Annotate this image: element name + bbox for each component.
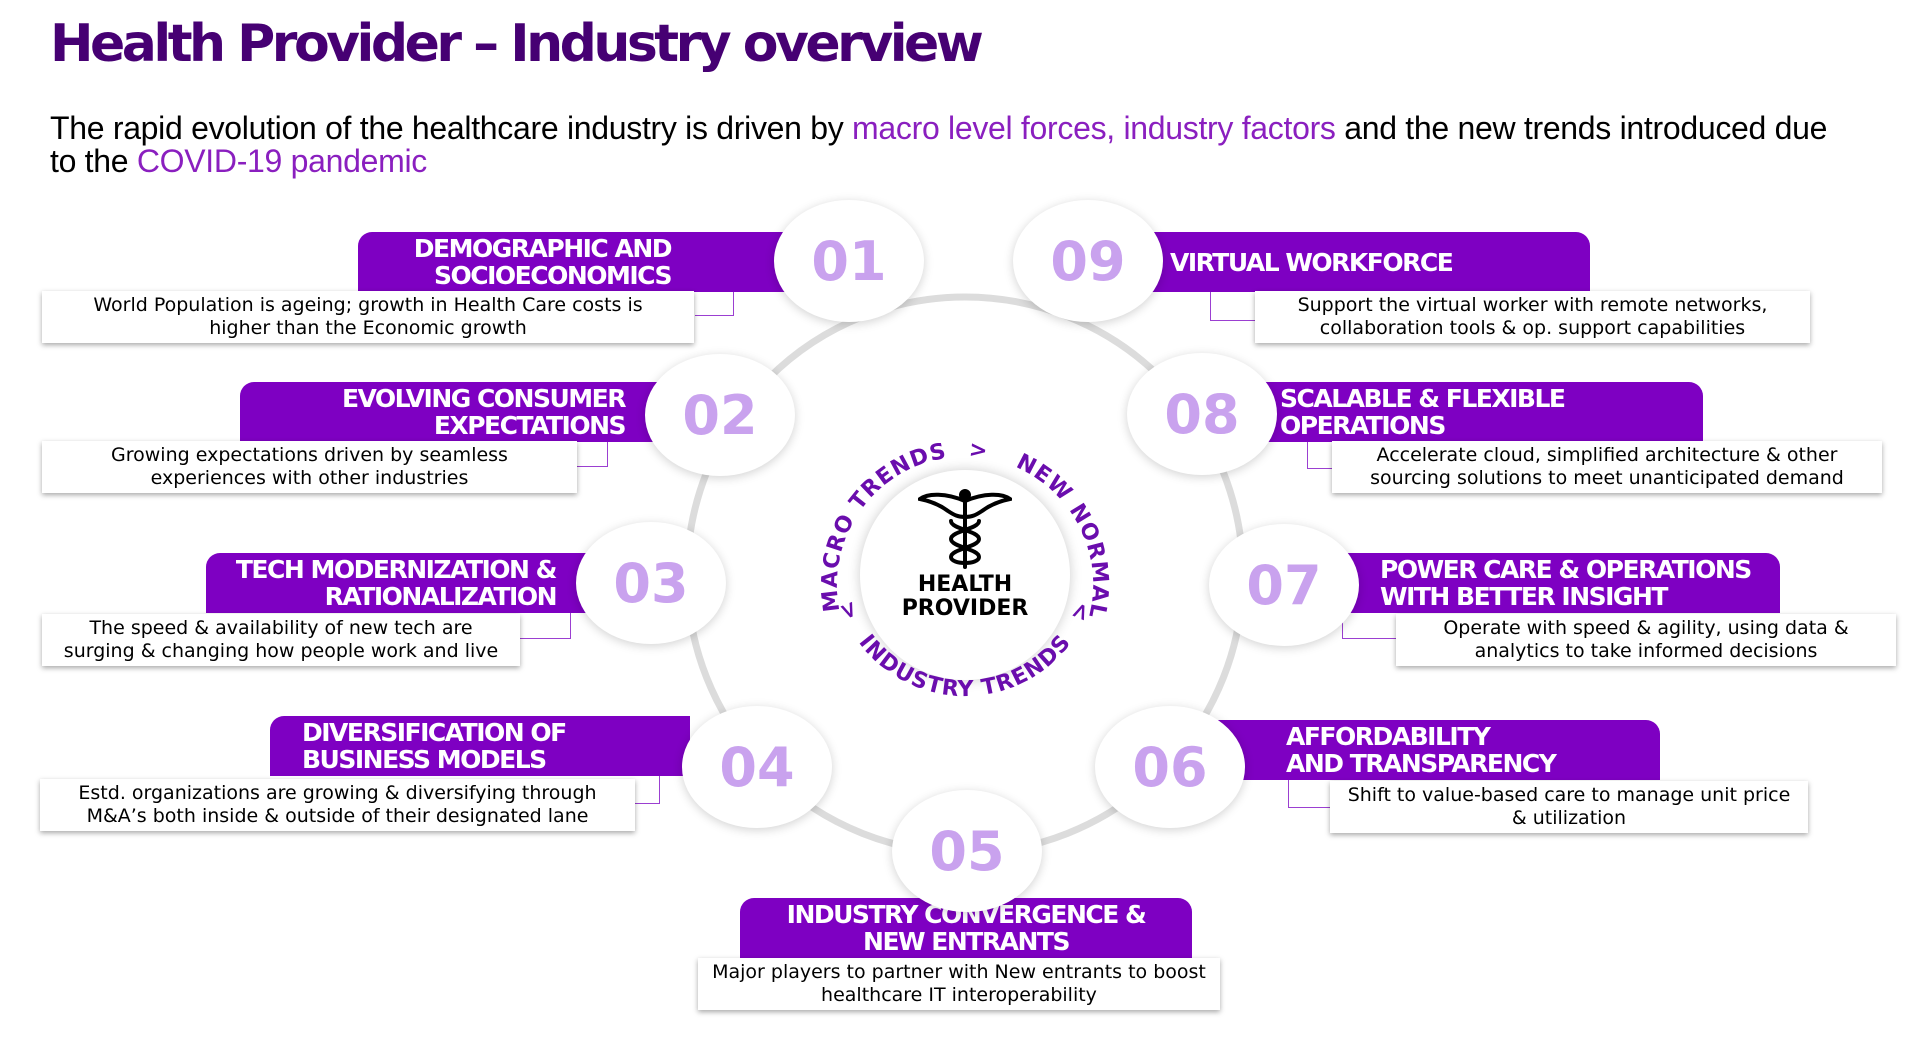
subtitle-text-2: and the new trends introduced due to the	[50, 110, 1828, 179]
tab-02-title-line2: EXPECTATIONS	[433, 411, 627, 440]
description-09-line1: Support the virtual worker with remote n…	[1297, 294, 1768, 316]
subtitle-text-1: The rapid evolution of the healthcare in…	[50, 110, 853, 146]
circle-05: 05	[892, 790, 1042, 912]
description-02-line1: Growing expectations driven by seamless	[111, 444, 508, 466]
tab-07-title-line1: POWER CARE & OPERATIONS	[1380, 555, 1752, 584]
tab-04-title-line2: BUSINESS MODELS	[302, 745, 547, 774]
tab-01-title-line2: SOCIOECONOMICS	[433, 261, 673, 290]
connector-01	[695, 285, 734, 316]
description-09: Support the virtual worker with remote n…	[1255, 291, 1810, 343]
circle-06: 06	[1095, 706, 1245, 828]
tab-09: VIRTUAL WORKFORCE	[1145, 232, 1590, 292]
description-03-line1: The speed & availability of new tech are	[89, 617, 473, 639]
page-title: Health Provider – Industry overview	[50, 14, 984, 74]
description-01: World Population is ageing; growth in He…	[42, 291, 694, 343]
connector-02	[577, 438, 608, 467]
svg-text:> INDUSTRY TRENDS: > INDUSTRY TRENDS >	[833, 598, 1096, 703]
description-08-line2: sourcing solutions to meet unanticipated…	[1370, 467, 1844, 489]
tab-03-title-line1: TECH MODERNIZATION &	[235, 555, 558, 584]
connector-03	[520, 610, 571, 639]
arc-industry-trends: INDUSTRY TRENDS	[854, 630, 1077, 702]
circle-01: 01	[774, 200, 924, 322]
description-03-line2: surging & changing how people work and l…	[63, 640, 499, 662]
tab-06-title-line1: AFFORDABILITY	[1286, 722, 1491, 751]
subtitle-highlight-1: macro level forces, industry factors	[852, 110, 1336, 146]
tab-04-title-line1: DIVERSIFICATION OF	[302, 718, 567, 747]
connector-04	[635, 775, 660, 804]
arc-macro-trends: MACRO TRENDS	[818, 439, 949, 613]
description-06: Shift to value-based care to manage unit…	[1330, 781, 1808, 833]
tab-04: DIVERSIFICATION OF BUSINESS MODELS	[270, 716, 690, 776]
description-04: Estd. organizations are growing & divers…	[40, 779, 635, 831]
tab-02-title-line1: EVOLVING CONSUMER	[341, 384, 627, 413]
circle-02: 02	[645, 354, 795, 476]
tab-03-title-line2: RATIONALIZATION	[324, 582, 558, 611]
description-05-line2: healthcare IT interoperability	[821, 984, 1097, 1006]
description-07-line2: analytics to take informed decisions	[1474, 640, 1818, 662]
tab-06: AFFORDABILITY AND TRANSPARENCY	[1218, 720, 1660, 780]
description-07: Operate with speed & agility, using data…	[1396, 614, 1896, 666]
tab-05-title-line2: NEW ENTRANTS	[863, 927, 1070, 956]
center-label-line2: PROVIDER	[901, 596, 1029, 621]
circle-08: 08	[1127, 353, 1277, 475]
tab-01: DEMOGRAPHIC AND SOCIOECONOMICS	[358, 232, 788, 292]
connector-07	[1342, 608, 1398, 639]
connector-08	[1307, 438, 1333, 469]
description-07-line1: Operate with speed & agility, using data…	[1443, 617, 1849, 639]
tab-08-title-line2: OPERATIONS	[1280, 411, 1446, 440]
tab-06-title-line2: AND TRANSPARENCY	[1286, 749, 1557, 778]
tab-01-title-line1: DEMOGRAPHIC AND	[413, 234, 673, 263]
description-06-line1: Shift to value-based care to manage unit…	[1347, 784, 1791, 806]
caduceus-icon	[918, 489, 1012, 569]
center-label-line1: HEALTH	[917, 572, 1013, 597]
description-03: The speed & availability of new tech are…	[42, 614, 520, 666]
arc-new-normal-trends: NEW NORMAL TRENDS	[0, 0, 1112, 621]
description-01-line1: World Population is ageing; growth in He…	[93, 294, 643, 316]
description-04-line2: M&A’s both inside & outside of their des…	[86, 805, 589, 827]
connector-09	[1210, 290, 1256, 321]
description-08-line1: Accelerate cloud, simplified architectur…	[1376, 444, 1838, 466]
description-04-line1: Estd. organizations are growing & divers…	[78, 782, 597, 804]
tab-08: SCALABLE & FLEXIBLE OPERATIONS	[1255, 382, 1703, 442]
tab-09-title-line1: VIRTUAL WORKFORCE	[1170, 247, 1454, 277]
description-08: Accelerate cloud, simplified architectur…	[1332, 441, 1882, 493]
svg-text:MACRO TRENDS > NEW: MACRO TRENDS > NEW NORMAL TRENDS	[0, 0, 1112, 621]
connector-06	[1288, 775, 1334, 808]
description-09-line2: collaboration tools & op. support capabi…	[1319, 317, 1746, 339]
center-label: HEALTH PROVIDER	[860, 573, 1070, 621]
tab-07-title-line2: WITH BETTER INSIGHT	[1380, 582, 1668, 611]
tab-02: EVOLVING CONSUMER EXPECTATIONS	[240, 382, 670, 442]
page-subtitle: The rapid evolution of the healthcare in…	[50, 112, 1850, 178]
description-06-line2: & utilization	[1511, 807, 1627, 829]
circle-04: 04	[682, 706, 832, 828]
circle-07: 07	[1209, 524, 1359, 646]
tab-07: POWER CARE & OPERATIONS WITH BETTER INSIG…	[1335, 553, 1780, 613]
circle-03: 03	[576, 522, 726, 644]
description-01-line2: higher than the Economic growth	[209, 317, 527, 339]
subtitle-highlight-2: COVID-19 pandemic	[136, 143, 427, 179]
description-02-line2: experiences with other industries	[150, 467, 469, 489]
description-05-line1: Major players to partner with New entran…	[712, 961, 1206, 983]
tab-08-title-line1: SCALABLE & FLEXIBLE	[1280, 384, 1566, 413]
arc-arrow-1: >	[968, 437, 990, 464]
tab-03: TECH MODERNIZATION & RATIONALIZATION	[206, 553, 596, 613]
description-02: Growing expectations driven by seamless e…	[42, 441, 577, 493]
circle-09: 09	[1013, 200, 1163, 322]
description-05: Major players to partner with New entran…	[698, 958, 1220, 1010]
